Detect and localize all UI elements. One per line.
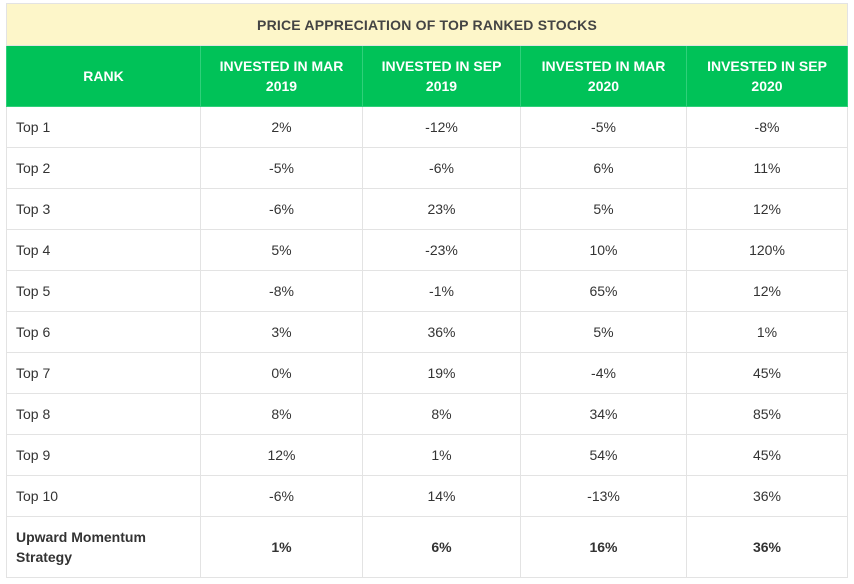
value-cell: 45% [685,352,849,394]
value-cell: 16% [520,516,687,578]
value-cell: -6% [200,475,363,517]
rank-cell: Top 8 [6,393,201,435]
value-cell: 1% [362,434,521,476]
value-cell: 36% [685,516,849,578]
title-row: PRICE APPRECIATION OF TOP RANKED STOCKS [5,3,849,46]
table-row: Top 3 -6% 23% 5% 12% [6,188,849,230]
table-container: PRICE APPRECIATION OF TOP RANKED STOCKS … [5,3,849,578]
price-appreciation-table: PRICE APPRECIATION OF TOP RANKED STOCKS … [5,3,849,578]
column-header-mar-2019: INVESTED IN MAR 2019 [200,45,363,107]
table-row: Top 10 -6% 14% -13% 36% [6,475,849,517]
value-cell: 10% [520,229,687,271]
header-row: RANK INVESTED IN MAR 2019 INVESTED IN SE… [6,45,849,107]
rank-cell: Top 6 [6,311,201,353]
table-row: Top 4 5% -23% 10% 120% [6,229,849,271]
column-header-sep-2020: INVESTED IN SEP 2020 [685,45,849,107]
value-cell: 5% [520,311,687,353]
value-cell: 23% [362,188,521,230]
value-cell: 14% [362,475,521,517]
value-cell: 0% [200,352,363,394]
value-cell: 19% [362,352,521,394]
table-row: Top 9 12% 1% 54% 45% [6,434,849,476]
table-row: Top 7 0% 19% -4% 45% [6,352,849,394]
rank-cell: Top 10 [6,475,201,517]
rank-cell: Top 5 [6,270,201,312]
value-cell: -5% [520,106,687,148]
value-cell: 12% [200,434,363,476]
rank-cell: Top 4 [6,229,201,271]
table-row: Top 2 -5% -6% 6% 11% [6,147,849,189]
value-cell: -8% [200,270,363,312]
table-row: Top 6 3% 36% 5% 1% [6,311,849,353]
value-cell: 6% [362,516,521,578]
value-cell: -6% [362,147,521,189]
value-cell: 36% [362,311,521,353]
value-cell: 12% [685,188,849,230]
rank-cell: Top 7 [6,352,201,394]
value-cell: -6% [200,188,363,230]
rank-cell: Top 1 [6,106,201,148]
value-cell: 3% [200,311,363,353]
value-cell: -1% [362,270,521,312]
table-row: Top 1 2% -12% -5% -8% [6,106,849,148]
value-cell: 45% [685,434,849,476]
value-cell: -8% [685,106,849,148]
value-cell: 65% [520,270,687,312]
table-title: PRICE APPRECIATION OF TOP RANKED STOCKS [5,3,849,46]
value-cell: 12% [685,270,849,312]
value-cell: 1% [200,516,363,578]
table-row: Top 8 8% 8% 34% 85% [6,393,849,435]
rank-cell: Top 9 [6,434,201,476]
value-cell: 8% [200,393,363,435]
column-header-mar-2020: INVESTED IN MAR 2020 [520,45,687,107]
column-header-sep-2019: INVESTED IN SEP 2019 [362,45,521,107]
value-cell: 85% [685,393,849,435]
value-cell: 8% [362,393,521,435]
rank-cell: Top 2 [6,147,201,189]
value-cell: 34% [520,393,687,435]
table-row: Upward Momentum Strategy 1% 6% 16% 36% [6,516,849,578]
rank-cell: Upward Momentum Strategy [6,516,201,578]
value-cell: -4% [520,352,687,394]
value-cell: 6% [520,147,687,189]
value-cell: 5% [520,188,687,230]
value-cell: -5% [200,147,363,189]
value-cell: 2% [200,106,363,148]
value-cell: -13% [520,475,687,517]
column-header-rank: RANK [6,45,201,107]
value-cell: 1% [685,311,849,353]
table-body: Top 1 2% -12% -5% -8% Top 2 -5% -6% 6% 11% Top 3 -6… [6,106,849,578]
value-cell: -23% [362,229,521,271]
value-cell: 36% [685,475,849,517]
value-cell: -12% [362,106,521,148]
value-cell: 120% [685,229,849,271]
rank-cell: Top 3 [6,188,201,230]
value-cell: 54% [520,434,687,476]
table-row: Top 5 -8% -1% 65% 12% [6,270,849,312]
value-cell: 5% [200,229,363,271]
value-cell: 11% [685,147,849,189]
